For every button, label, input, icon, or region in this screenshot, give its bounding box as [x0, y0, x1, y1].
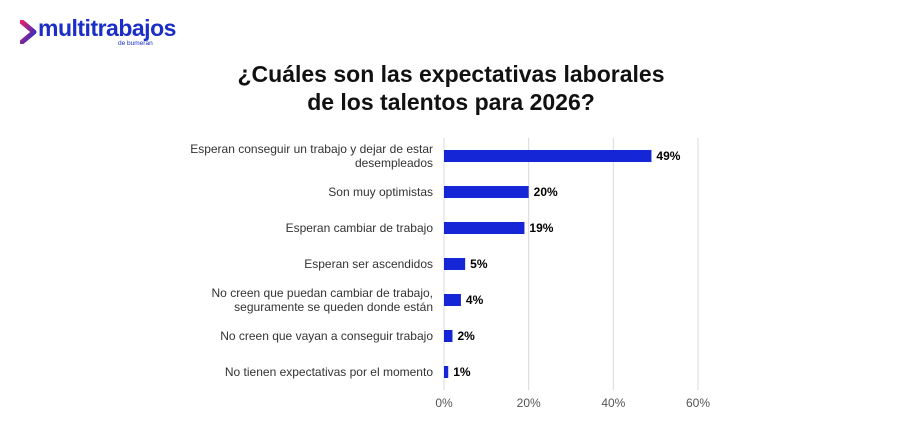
category-label-line: No creen que puedan cambiar de trabajo,	[212, 286, 433, 300]
bar-value-label: 20%	[534, 185, 558, 199]
bar	[444, 186, 529, 198]
category-label-line: No tienen expectativas por el momento	[225, 365, 433, 379]
bar-value-label: 4%	[466, 293, 484, 307]
chevron-logo-icon	[20, 20, 37, 44]
chart-category-labels: Esperan conseguir un trabajo y dejar de …	[190, 142, 433, 379]
x-tick-label: 60%	[686, 396, 710, 410]
bar	[444, 258, 466, 270]
category-label: Esperan conseguir un trabajo y dejar de …	[190, 142, 433, 170]
brand-sub: de bumeran	[118, 40, 153, 47]
chart-grid	[443, 138, 699, 390]
category-label: No creen que puedan cambiar de trabajo, s…	[212, 286, 433, 314]
x-tick-label: 40%	[601, 396, 625, 410]
category-label-line: Esperan conseguir un trabajo y dejar de …	[190, 142, 433, 156]
category-label: No creen que vayan a conseguir trabajo	[220, 329, 433, 343]
bar	[444, 366, 449, 378]
category-label-line: seguramente se queden donde están	[234, 300, 433, 314]
bar-value-label: 2%	[457, 329, 475, 343]
category-label-line: Son muy optimistas	[328, 185, 433, 199]
category-label-line: No creen que vayan a conseguir trabajo	[220, 329, 433, 343]
bar	[444, 330, 453, 342]
bar-value-label: 5%	[470, 257, 488, 271]
category-label: Esperan cambiar de trabajo	[286, 221, 434, 235]
category-label-line: Esperan cambiar de trabajo	[286, 221, 434, 235]
bar	[444, 294, 461, 306]
category-label: Esperan ser ascendidos	[304, 257, 433, 271]
category-label: No tienen expectativas por el momento	[225, 365, 433, 379]
chart-value-labels: 49% 20% 19% 5% 4% 2% 1%	[453, 149, 681, 379]
bar	[444, 222, 525, 234]
bar	[444, 150, 652, 162]
chart-title-line-2: de los talentos para 2026?	[307, 89, 595, 115]
x-tick-label: 20%	[517, 396, 541, 410]
x-tick-label: 0%	[435, 396, 453, 410]
category-label-line: desempleados	[355, 156, 433, 170]
brand-logo: multitrabajos de bumeran	[20, 15, 180, 52]
chart-bars	[444, 150, 652, 378]
bar-value-label: 49%	[656, 149, 680, 163]
bar-value-label: 1%	[453, 365, 471, 379]
category-label-line: Esperan ser ascendidos	[304, 257, 433, 271]
chart-x-ticks: 0% 20% 40% 60%	[435, 396, 710, 410]
category-label: Son muy optimistas	[328, 185, 433, 199]
brand-name: multitrabajos	[38, 15, 176, 41]
bar-value-label: 19%	[529, 221, 553, 235]
chart-title-line-1: ¿Cuáles son las expectativas laborales	[237, 61, 665, 87]
chart-title: ¿Cuáles son las expectativas laborales d…	[0, 60, 902, 116]
